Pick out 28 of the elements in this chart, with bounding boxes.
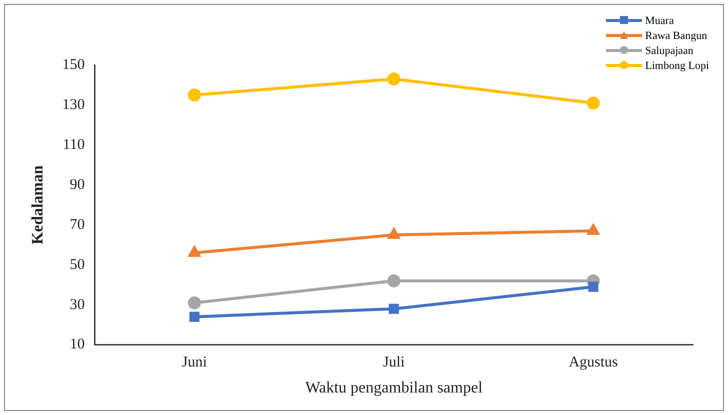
point [188,88,201,102]
y-tick-label: 30 [70,296,85,313]
point [189,312,200,322]
legend-label: Salupajaan [645,44,694,56]
point [188,246,200,257]
x-axis-title: Waktu pengambilan sampel [305,380,484,397]
point [586,96,600,110]
point [387,72,400,86]
point [188,296,201,310]
legend-label: Limbong Lopi [645,60,709,72]
point [588,282,598,292]
y-tick-label: 50 [70,256,85,273]
y-axis-title: Kedalaman [30,165,47,244]
x-tick-label: Juni [182,354,207,371]
point [387,274,400,288]
legend-label: Rawa Bangun [645,30,708,42]
point [388,228,400,239]
y-tick-label: 10 [70,336,85,353]
y-tick-label: 150 [62,56,85,73]
y-tick-label: 130 [62,96,85,113]
y-tick-label: 70 [70,216,85,233]
point [388,304,399,314]
point [587,224,600,235]
legend-label: Muara [645,14,674,26]
y-tick-label: 110 [62,136,85,153]
y-tick-label: 90 [70,176,85,193]
x-tick-label: Agustus [568,354,618,371]
x-tick-label: Juli [383,354,405,371]
